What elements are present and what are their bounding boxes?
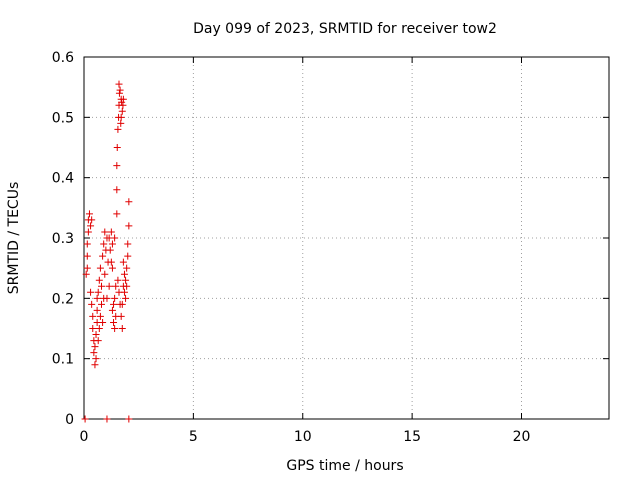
data-point xyxy=(117,113,125,121)
data-point xyxy=(82,270,90,278)
data-point xyxy=(116,86,124,94)
data-point xyxy=(99,252,107,260)
data-point xyxy=(110,300,118,308)
data-point xyxy=(110,318,118,326)
data-point xyxy=(124,252,132,260)
data-point xyxy=(123,282,131,290)
y-axis-label: SRMTID / TECUs xyxy=(6,182,22,295)
data-point xyxy=(95,325,103,332)
data-point xyxy=(118,107,126,115)
data-point xyxy=(118,325,126,332)
data-point xyxy=(98,300,105,308)
data-point xyxy=(114,125,122,133)
data-point xyxy=(113,144,121,151)
data-point xyxy=(81,415,89,423)
data-point xyxy=(117,312,125,320)
data-point xyxy=(101,228,109,236)
data-point xyxy=(87,222,95,230)
chart-title: Day 099 of 2023, SRMTID for receiver tow… xyxy=(193,21,497,37)
data-point xyxy=(125,222,133,230)
data-point xyxy=(88,216,96,224)
data-point xyxy=(99,318,107,326)
data-point xyxy=(94,288,102,296)
plot-frame xyxy=(83,56,610,420)
x-tick-label: 20 xyxy=(513,429,531,445)
data-point xyxy=(114,276,122,284)
grid xyxy=(84,57,609,419)
data-point xyxy=(96,312,104,320)
data-point xyxy=(118,98,126,106)
data-point xyxy=(115,89,123,97)
data-point xyxy=(105,282,113,290)
data-point xyxy=(89,312,97,320)
data-point xyxy=(90,349,98,357)
data-point xyxy=(84,228,92,236)
data-point xyxy=(122,294,130,302)
data-point xyxy=(115,80,123,88)
data-point xyxy=(113,210,121,218)
data-point xyxy=(107,228,115,236)
data-point xyxy=(119,95,127,103)
data-point xyxy=(83,240,91,248)
data-point xyxy=(100,240,108,248)
data-point xyxy=(103,415,111,423)
y-tick-label: 0.5 xyxy=(52,110,74,126)
data-point xyxy=(111,325,119,332)
data-point xyxy=(119,101,127,109)
y-tick-label: 0.1 xyxy=(52,352,74,368)
data-point xyxy=(87,288,95,296)
data-point xyxy=(122,276,130,284)
data-point xyxy=(85,210,93,218)
data-point xyxy=(92,331,100,339)
x-tick-label: 15 xyxy=(403,429,421,445)
data-point xyxy=(96,264,104,272)
data-point xyxy=(106,246,114,254)
data-point xyxy=(103,294,111,302)
axes: 0 5 10 15 20 0 0.1 0.2 0.3 0.4 0.5 0.6 xyxy=(52,50,610,445)
x-tick-label: 5 xyxy=(189,429,198,445)
y-tick-label: 0.6 xyxy=(52,50,74,66)
data-point xyxy=(94,337,102,345)
data-point xyxy=(95,276,103,284)
data-point xyxy=(119,258,127,266)
data-point xyxy=(120,270,128,278)
data-point xyxy=(88,300,96,308)
data-point xyxy=(113,162,121,170)
data-point xyxy=(118,300,126,308)
data-point xyxy=(125,415,133,423)
data-point xyxy=(98,282,105,290)
data-point xyxy=(91,361,99,369)
y-tick-label: 0.2 xyxy=(52,291,74,307)
data-point xyxy=(123,264,131,272)
data-point xyxy=(83,252,91,260)
data-point xyxy=(107,258,115,266)
data-point xyxy=(117,119,125,127)
y-tick-label: 0.4 xyxy=(52,171,74,187)
y-tick-label: 0 xyxy=(65,412,74,428)
data-point xyxy=(93,294,101,302)
data-point xyxy=(125,198,133,206)
x-axis-label: GPS time / hours xyxy=(286,458,403,474)
data-point xyxy=(83,264,91,272)
data-marks xyxy=(81,80,133,423)
data-point xyxy=(91,343,99,351)
data-point xyxy=(111,234,119,242)
x-tick-label: 0 xyxy=(80,429,89,445)
data-point xyxy=(101,270,109,278)
data-point xyxy=(92,355,100,363)
data-point xyxy=(111,294,119,302)
y-tick-label: 0.3 xyxy=(52,231,74,247)
data-point xyxy=(89,325,97,332)
x-tick-label: 10 xyxy=(294,429,312,445)
data-point xyxy=(108,306,116,314)
data-point xyxy=(108,240,116,248)
data-point xyxy=(93,306,101,314)
data-point xyxy=(113,186,121,194)
data-point xyxy=(124,240,132,248)
data-point xyxy=(108,264,116,272)
data-point xyxy=(120,288,128,296)
data-point xyxy=(112,282,120,290)
